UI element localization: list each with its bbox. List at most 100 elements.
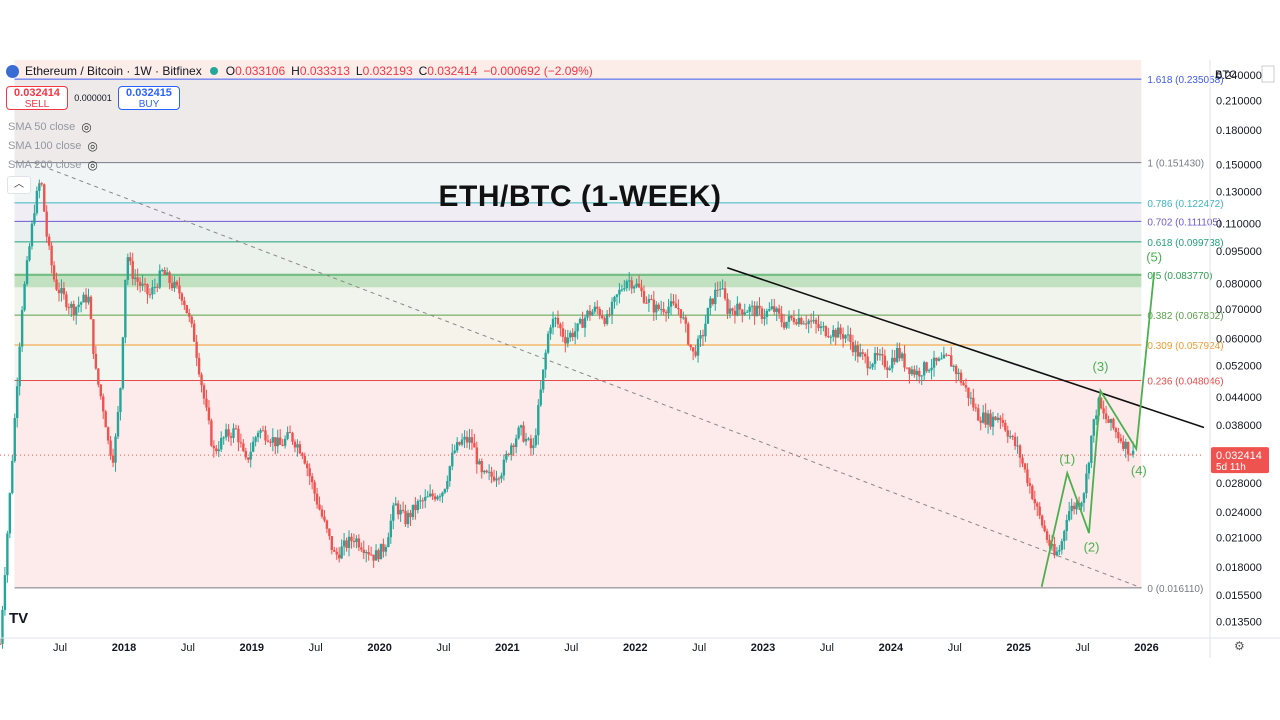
candle-body [532,445,535,449]
candle-body [1065,520,1068,532]
candle-body [1092,419,1095,436]
fib-zone [14,202,1142,222]
candle-body [205,398,208,408]
candle-body [1124,441,1127,449]
candle-body [379,543,383,560]
candle-body [254,437,257,442]
ohlc-close: 0.032414 [427,64,478,78]
candle-body [62,287,66,295]
candle-body [714,289,717,305]
candle-body [812,319,815,322]
candle-body [67,307,71,309]
candle-body [490,471,493,477]
candle-body [136,277,139,282]
candle-body [102,396,105,412]
candle-body [1119,438,1123,442]
eye-hidden-icon[interactable]: ◎ [87,158,98,172]
candle-body [84,294,88,303]
candle-body [652,299,656,313]
candle-body [264,430,267,441]
candle-body [1085,473,1088,494]
candle-body [487,471,491,473]
candle-body [384,547,388,552]
time-tick-label: Jul [564,642,578,654]
symbol-title[interactable]: Ethereum / Bitcoin · 1W · Bitfinex [25,64,202,78]
drawings[interactable]: (1) (2) (3) (4) (5) [0,162,1205,589]
indicator-sma-50[interactable]: SMA 50 close ◎ [8,120,92,134]
dashed-trendline [34,162,1142,589]
candle-body [276,437,279,447]
candle-body [559,324,562,329]
candle-body [79,302,83,305]
candle-body [143,283,147,285]
candle-body [1016,445,1019,447]
eye-hidden-icon[interactable]: ◎ [87,139,98,153]
elliott-wave-label: (1) [1059,452,1075,467]
candle-body [419,500,422,502]
candle-body [699,335,702,339]
time-tick-label: Jul [692,642,706,654]
candle-body [18,346,21,387]
candle-body [969,397,973,399]
eye-hidden-icon[interactable]: ◎ [81,120,92,134]
price-tick-label: 0.180000 [1216,125,1262,137]
candle-body [249,451,252,460]
candle-body [576,323,579,332]
candle-body [873,353,877,364]
candle-body [1126,441,1130,455]
tradingview-logo-icon[interactable]: TV [9,610,29,627]
indicator-sma-200[interactable]: SMA 200 close ◎ [8,158,98,172]
candle-body [212,445,216,449]
settings-gear-icon[interactable]: ⚙ [1234,639,1245,653]
candle-body [151,287,154,295]
candle-body [33,213,36,224]
candle-body [328,528,331,537]
fib-retracement[interactable]: 1.618 (0.235058) 1 (0.151430) 0.786 (0.122… [14,75,1224,595]
sell-button[interactable]: 0.032414 SELL [6,86,68,110]
candle-body [387,537,390,548]
candle-body [785,321,788,328]
candle-body [377,550,380,560]
buy-button[interactable]: 0.032415 BUY [118,86,180,110]
ohlc-low: 0.032193 [362,64,413,78]
candle-body [308,468,311,477]
candle-body [138,281,142,286]
indicator-sma-100[interactable]: SMA 100 close ◎ [8,139,98,153]
candle-body [687,323,690,345]
candle-body [549,327,552,334]
candle-body [146,284,149,295]
candle-body [301,453,304,456]
candle-body [195,341,198,358]
candle-body [918,370,921,377]
candle-body [991,416,995,427]
candle-body [539,389,542,406]
candle-body [389,520,393,538]
candle-body [104,411,107,428]
time-tick-label: 2024 [879,642,904,654]
candle-body [537,405,540,436]
candle-body [116,411,120,437]
candle-body [121,337,125,389]
sell-price: 0.032414 [14,87,60,99]
candle-body [726,298,729,314]
candle-body [891,357,894,369]
candle-body [630,280,633,289]
candle-body [30,223,34,247]
candle-body [168,272,171,284]
market-status-dot-icon [209,67,218,75]
price-tick-label: 0.038000 [1216,420,1262,432]
candle-body [446,481,449,490]
buy-label: BUY [138,99,160,110]
candle-body [556,317,560,325]
candle-body [183,300,186,306]
candle-body [863,353,867,357]
candle-body [564,336,567,344]
candle-body [345,540,348,548]
candle-body [736,303,739,316]
candle-body [605,314,609,324]
candle-body [1018,445,1022,458]
collapse-legend-button[interactable]: ︿ [7,176,31,194]
candle-body [718,288,722,290]
